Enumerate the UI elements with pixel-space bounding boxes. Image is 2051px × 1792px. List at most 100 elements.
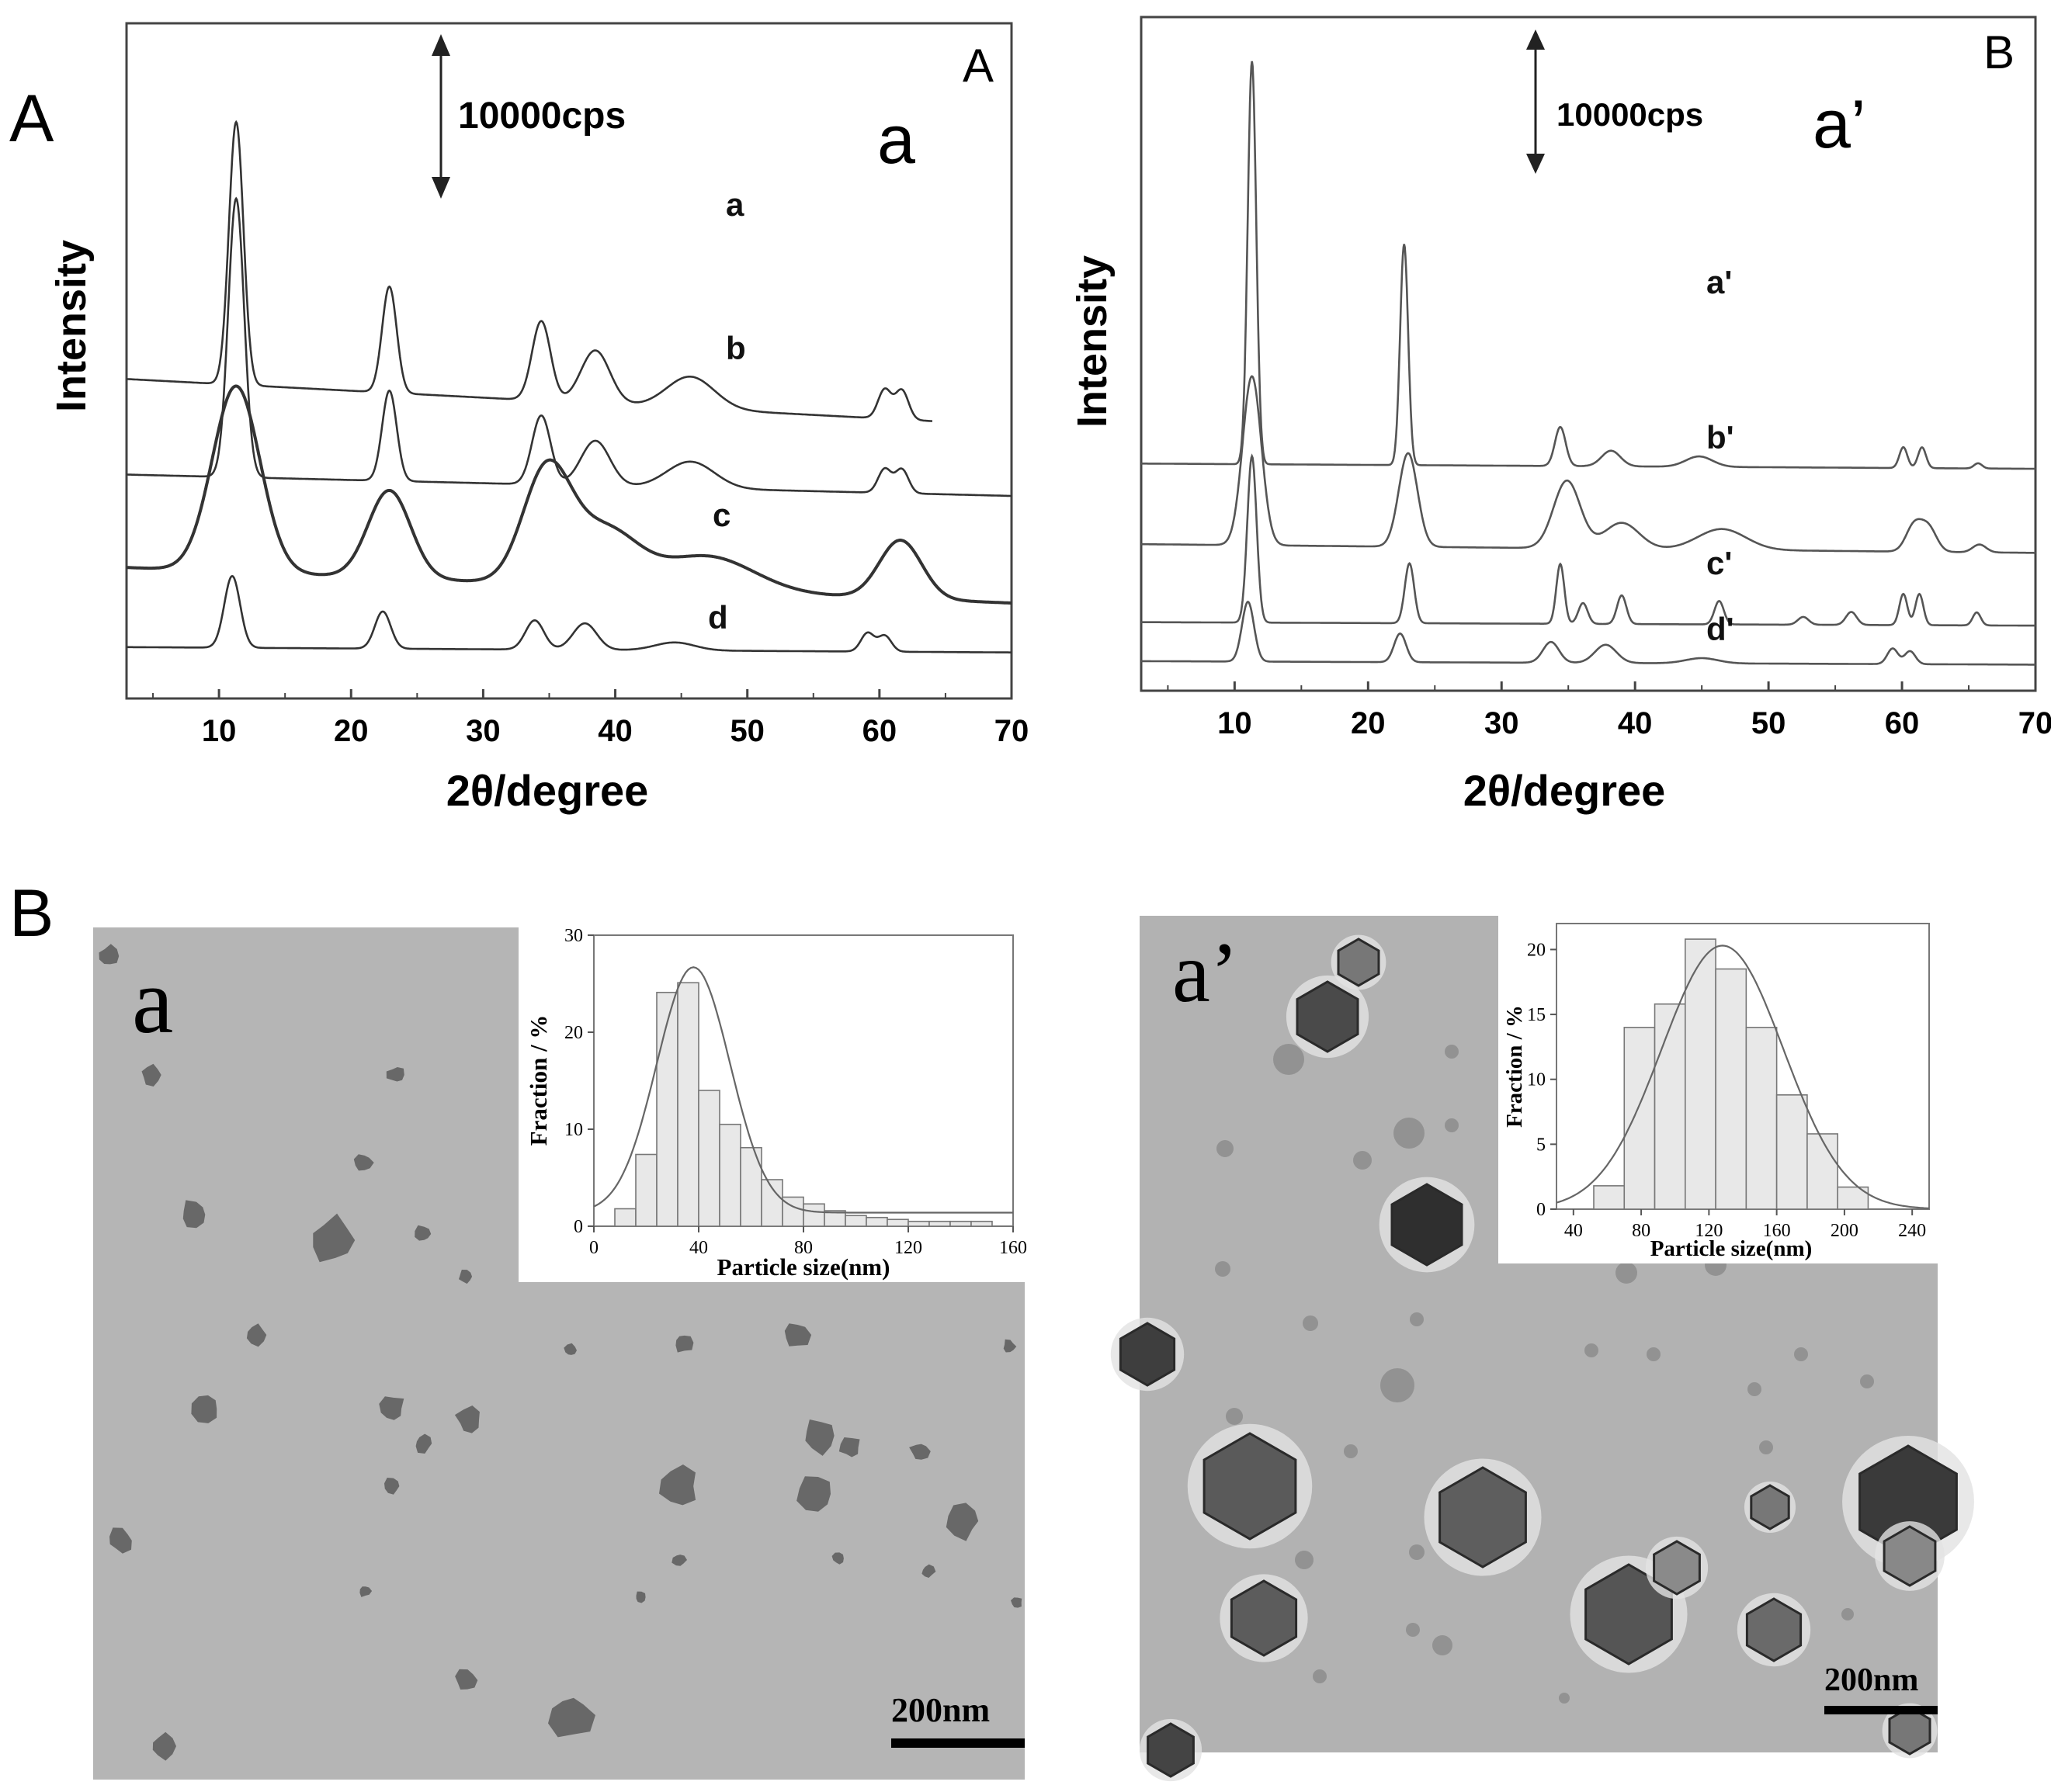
gaussian-fit-curve	[593, 966, 1013, 1214]
small-nanoparticle	[1353, 1151, 1372, 1170]
xrd-right-y-label: Intensity	[1069, 255, 1116, 428]
hexagonal-nanoplate	[1296, 980, 1359, 1053]
x-tick-label: 120	[894, 1238, 922, 1258]
nanoparticle	[141, 1063, 161, 1087]
tem-right-scale-bar	[1824, 1706, 1938, 1714]
xrd-curve-c	[127, 384, 1012, 605]
inset-right-axes: 40 80 120 160 200 240 0 5 10 15 20	[1527, 940, 1926, 1241]
x-tick-label: 80	[794, 1238, 813, 1258]
histogram-bar	[635, 1153, 658, 1227]
histogram-bar	[1775, 1094, 1808, 1210]
xrd-right-x-axis: 10 20 30 40 50 60 70	[1167, 681, 2051, 740]
y-tick-label: 0	[1536, 1200, 1546, 1220]
nanoparticle	[784, 1323, 812, 1347]
nanoparticle	[415, 1433, 432, 1454]
nanoparticle	[838, 1437, 860, 1458]
tem-left-scale-label: 200nm	[891, 1691, 990, 1729]
x-tick-label: 60	[862, 714, 897, 748]
small-nanoparticle	[1410, 1312, 1424, 1326]
small-nanoparticle	[1747, 1382, 1761, 1396]
x-tick-label: 160	[999, 1238, 1027, 1258]
x-tick-label: 30	[466, 714, 501, 748]
x-tick-label: 40	[598, 714, 633, 748]
xrd-right-curves: a' b' c' d'	[1140, 61, 2035, 666]
small-nanoparticle	[1841, 1608, 1854, 1620]
xrd-left-scale-arrow	[432, 34, 450, 199]
xrd-left-curves: a b c d	[127, 120, 1012, 653]
nanoparticle	[454, 1406, 480, 1433]
x-tick-label: 50	[1751, 706, 1786, 740]
y-tick-label: 15	[1527, 1005, 1546, 1025]
nanoparticle	[353, 1154, 374, 1171]
hexagonal-nanoplate	[1390, 1183, 1463, 1267]
small-nanoparticle	[1860, 1374, 1874, 1388]
x-tick-label: 0	[589, 1238, 599, 1258]
small-nanoparticle	[1226, 1408, 1243, 1425]
inset-right-x-label: Particle size(nm)	[1650, 1236, 1813, 1261]
x-tick-label: 80	[1632, 1221, 1650, 1241]
histogram-bar	[698, 1090, 720, 1227]
section-label-a: A	[9, 81, 54, 156]
y-tick-label: 30	[564, 926, 583, 946]
histogram-bar	[1593, 1185, 1626, 1210]
y-tick-label: 10	[1527, 1070, 1546, 1090]
xrd-right-corner-label: B	[1983, 26, 2015, 78]
x-tick-label: 20	[334, 714, 369, 748]
nanoparticle	[805, 1419, 835, 1456]
histogram-bar	[1837, 1186, 1869, 1210]
x-tick-label: 50	[730, 714, 765, 748]
xrd-left-y-label: Intensity	[48, 240, 95, 412]
x-tick-label: 70	[994, 714, 1029, 748]
nanoparticle	[191, 1395, 217, 1423]
inset-left-axes: 0 40 80 120 160 0 10 20 30	[564, 926, 1027, 1258]
xrd-curve-a	[127, 120, 932, 422]
xrd-curve-label: c	[713, 497, 731, 533]
small-nanoparticle	[1584, 1343, 1598, 1357]
tem-left-size-histogram: 0 40 80 120 160 0 10 20 30 Fraction / % Particle…	[519, 926, 1027, 1282]
xrd-right-scale-arrow	[1526, 29, 1545, 174]
tem-right-image: a’ 200nm	[1110, 916, 1974, 1782]
histogram-bar	[614, 1208, 637, 1227]
nanoparticle	[109, 1527, 132, 1554]
histogram-bar	[887, 1218, 909, 1227]
xrd-curve-d-prime	[1141, 600, 2035, 666]
small-nanoparticle	[1559, 1693, 1570, 1704]
histogram-bar	[1745, 1027, 1778, 1210]
x-tick-label: 60	[1885, 706, 1920, 740]
nanoparticle	[659, 1464, 696, 1506]
hexagonal-nanoplate	[1438, 1466, 1527, 1568]
y-tick-label: 10	[564, 1120, 583, 1140]
hexagonal-nanoplate	[1883, 1525, 1937, 1587]
histogram-bar	[656, 991, 678, 1227]
xrd-right-scale-label: 10000cps	[1556, 96, 1703, 133]
small-nanoparticle	[1759, 1440, 1773, 1454]
histogram-bar	[1623, 1027, 1656, 1210]
inset-left-x-label: Particle size(nm)	[717, 1253, 890, 1281]
x-tick-label: 30	[1484, 706, 1519, 740]
small-nanoparticle	[1215, 1261, 1230, 1277]
histogram-bar	[928, 1220, 951, 1227]
y-tick-label: 20	[564, 1023, 583, 1043]
small-nanoparticle	[1313, 1669, 1327, 1683]
tem-right-particles	[1110, 934, 1974, 1782]
tem-left-panel-letter: a	[132, 949, 173, 1052]
xrd-right-frame	[1140, 16, 2037, 692]
tem-left-scale-bar	[891, 1738, 1025, 1748]
nanoparticle	[313, 1213, 356, 1263]
nanoparticle	[1003, 1339, 1017, 1353]
nanoparticle	[672, 1555, 687, 1566]
y-tick-label: 20	[1527, 940, 1546, 960]
nanoparticle	[384, 1478, 400, 1495]
inset-right-y-label: Fraction / %	[1502, 1005, 1527, 1128]
nanoparticle	[564, 1343, 577, 1355]
nanoparticle	[152, 1731, 176, 1761]
small-nanoparticle	[1406, 1623, 1420, 1637]
nanoparticle	[796, 1476, 831, 1512]
xrd-curve-d	[127, 574, 1012, 653]
small-nanoparticle	[1380, 1368, 1414, 1402]
small-nanoparticle	[1295, 1551, 1314, 1569]
hexagonal-nanoplate	[1888, 1706, 1931, 1756]
small-nanoparticle	[1393, 1118, 1425, 1149]
x-tick-label: 20	[1351, 706, 1386, 740]
